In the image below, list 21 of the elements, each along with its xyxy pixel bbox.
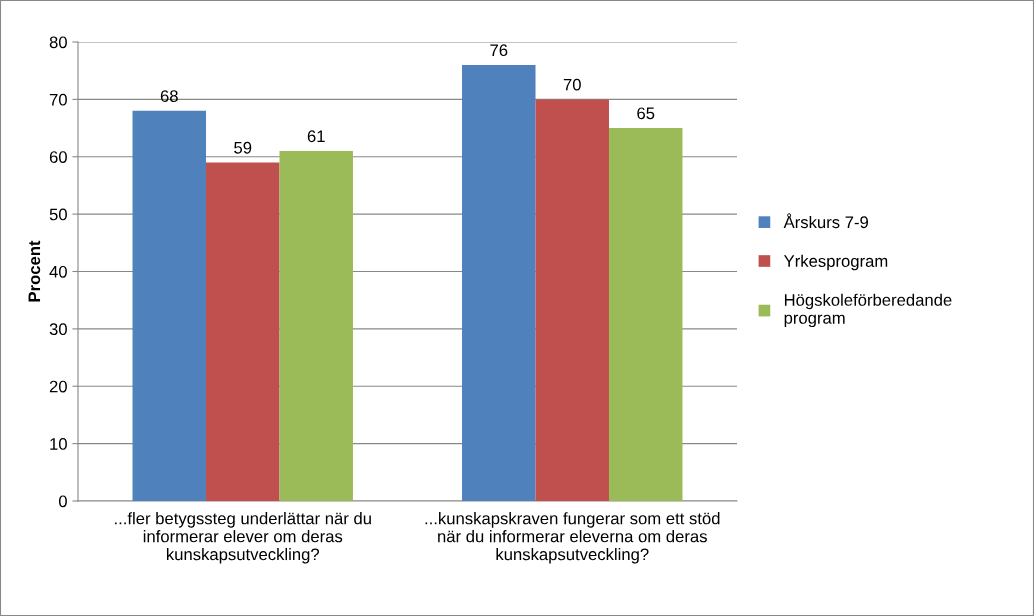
y-tick-label: 10 xyxy=(50,438,67,450)
data-label: 61 xyxy=(307,130,325,143)
y-tick-label: 50 xyxy=(49,208,67,221)
legend-label: Årskurs 7-9 xyxy=(783,213,869,229)
y-tick-label: 60 xyxy=(49,151,67,163)
data-label: 65 xyxy=(637,107,655,120)
x-tick-label: ...fler betygssteg underlättar när du informerar elever om deras kunskapsutveckling? xyxy=(115,512,371,564)
data-label: 68 xyxy=(160,90,178,102)
data-label: 59 xyxy=(234,141,252,154)
y-axis-title: Procent xyxy=(28,240,41,302)
y-tick-label: 30 xyxy=(49,323,67,336)
y-tick-label: 40 xyxy=(49,265,67,278)
y-tick-label: 0 xyxy=(58,495,67,508)
y-tick-label: 80 xyxy=(49,36,67,49)
data-label: 70 xyxy=(563,78,581,91)
y-tick-label: 70 xyxy=(49,93,67,106)
y-tick-label: 20 xyxy=(49,380,67,393)
legend-label: Yrkesprogram xyxy=(783,254,888,271)
x-tick-label: ...kunskapskraven fungerar som ett stöd när du informerar eleverna om deras kunskapsutveckling? xyxy=(425,512,720,564)
data-label: 76 xyxy=(490,44,508,57)
legend-label: Högskoleförberedande program xyxy=(784,293,952,328)
